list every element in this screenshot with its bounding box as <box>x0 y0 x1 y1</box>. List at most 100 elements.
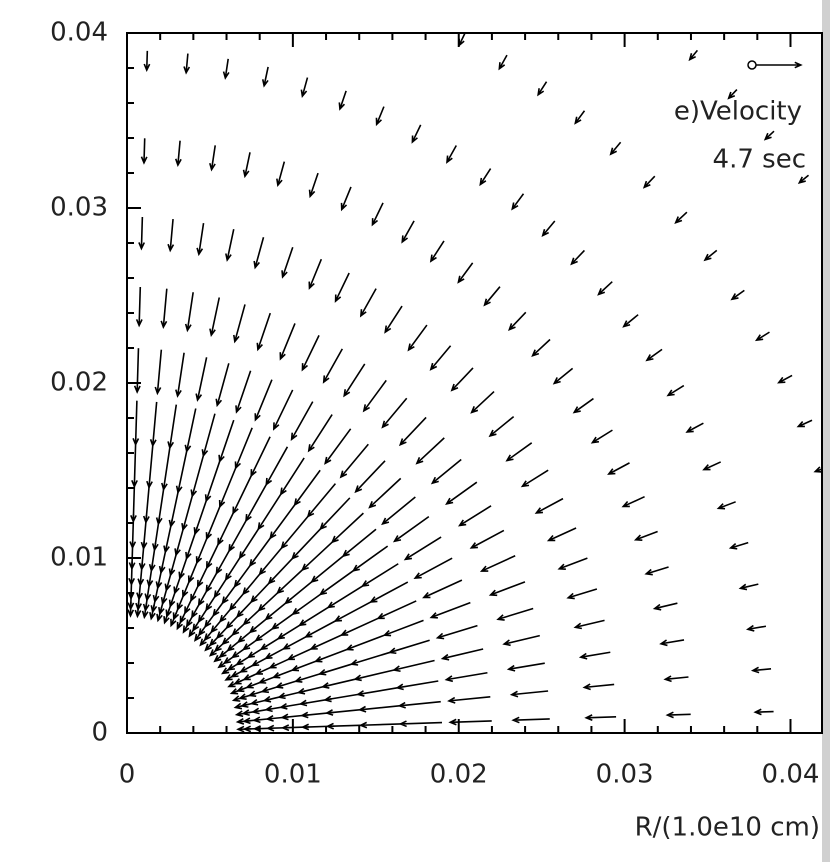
velocity-arrow <box>234 427 253 470</box>
y-tick-label: 0 <box>91 718 108 748</box>
velocity-arrow <box>534 497 564 514</box>
velocity-arrow <box>183 53 191 75</box>
velocity-arrow <box>609 141 622 156</box>
velocity-arrow <box>511 716 550 724</box>
velocity-arrow <box>242 152 251 179</box>
velocity-arrow <box>642 175 656 189</box>
velocity-arrow <box>209 297 221 337</box>
velocity-arrow <box>745 624 767 632</box>
velocity-arrow <box>293 469 321 507</box>
velocity-arrow <box>184 292 194 333</box>
velocity-arrow <box>196 222 205 257</box>
velocity-arrow <box>674 211 688 224</box>
velocity-arrow <box>291 528 322 560</box>
velocity-arrow <box>167 218 175 253</box>
velocity-arrow <box>531 338 551 358</box>
velocity-arrow <box>334 272 350 303</box>
velocity-arrow <box>537 81 548 97</box>
frame-edge <box>822 0 830 862</box>
velocity-arrow <box>184 408 197 454</box>
velocity-arrow <box>470 391 495 414</box>
velocity-arrow <box>457 262 474 284</box>
velocity-arrow <box>254 379 273 422</box>
velocity-arrow <box>320 677 359 689</box>
velocity-arrow <box>333 601 372 622</box>
velocity-arrow <box>415 437 445 465</box>
velocity-arrow <box>566 588 598 600</box>
velocity-arrow <box>261 66 269 88</box>
velocity-arrow <box>298 604 332 627</box>
velocity-arrow <box>716 501 736 510</box>
velocity-arrow <box>590 429 613 444</box>
velocity-arrow <box>353 669 395 682</box>
velocity-arrow <box>174 140 182 167</box>
velocity-arrow <box>633 530 658 541</box>
velocity-arrow <box>401 220 415 244</box>
velocity-arrow <box>796 419 813 428</box>
velocity-arrow <box>666 384 685 397</box>
velocity-arrow <box>309 632 346 650</box>
y-tick-label: 0.03 <box>50 193 108 223</box>
reference-origin <box>747 60 757 70</box>
velocity-arrow <box>193 497 209 536</box>
velocity-arrow <box>225 229 235 262</box>
velocity-arrow <box>310 555 344 583</box>
velocity-arrow <box>265 446 289 487</box>
velocity-arrow <box>435 624 478 640</box>
velocity-arrow <box>506 662 545 672</box>
velocity-arrow <box>398 720 443 728</box>
velocity-arrow <box>269 504 296 540</box>
velocity-arrow <box>448 718 492 726</box>
velocity-arrow <box>570 249 586 266</box>
velocity-arrow <box>479 168 492 187</box>
x-axis-title: R/(1.0e10 cm) <box>635 813 820 843</box>
velocity-arrow <box>154 349 163 396</box>
velocity-arrow <box>622 314 639 328</box>
velocity-arrow <box>665 711 691 719</box>
velocity-arrow <box>376 600 417 620</box>
x-tick-label: 0.02 <box>430 760 488 790</box>
velocity-arrow <box>597 281 613 296</box>
velocity-arrow <box>319 497 351 531</box>
velocity-arrow <box>306 483 337 518</box>
velocity-arrow <box>291 591 324 616</box>
velocity-arrow <box>381 397 408 429</box>
velocity-arrow <box>318 570 354 596</box>
velocity-arrow <box>190 455 205 498</box>
velocity-arrow <box>488 415 515 438</box>
velocity-arrow <box>429 240 445 263</box>
velocity-arrow <box>738 583 759 591</box>
velocity-arrow <box>146 445 154 490</box>
velocity-arrow <box>777 374 793 384</box>
velocity-arrow <box>135 286 143 328</box>
velocity-arrow <box>215 363 230 408</box>
velocity-arrow <box>304 618 339 638</box>
velocity-arrow <box>279 457 305 496</box>
velocity-arrow <box>488 581 526 597</box>
velocity-arrow <box>205 503 222 541</box>
velocity-arrow <box>308 258 323 290</box>
velocity-arrow <box>341 528 377 558</box>
velocity-arrow <box>245 484 268 523</box>
velocity-arrow <box>546 527 577 542</box>
velocity-arrow <box>422 579 463 599</box>
velocity-arrow <box>149 401 158 448</box>
velocity-arrow <box>578 651 611 660</box>
velocity-arrow <box>161 447 171 492</box>
velocity-arrow <box>281 247 294 279</box>
velocity-arrow <box>345 634 385 651</box>
velocity-arrow <box>232 475 252 515</box>
velocity-arrow <box>168 488 180 529</box>
velocity-arrow <box>142 483 151 525</box>
velocity-arrow <box>685 422 704 433</box>
velocity-arrow <box>446 145 457 164</box>
velocity-arrow <box>445 481 478 505</box>
velocity-arrow <box>360 563 399 588</box>
velocity-arrow <box>429 345 452 371</box>
velocity-arrow <box>204 461 221 503</box>
velocity-arrow <box>440 648 484 661</box>
velocity-arrow <box>520 469 549 488</box>
velocity-arrow <box>368 477 402 509</box>
velocity-arrow <box>209 145 217 172</box>
velocity-arrow <box>351 545 389 572</box>
